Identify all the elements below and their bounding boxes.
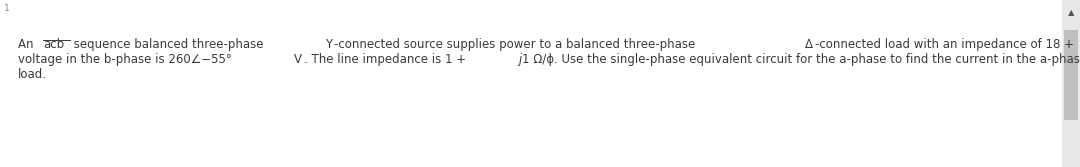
- Text: sequence balanced three-phase: sequence balanced three-phase: [70, 38, 268, 51]
- Text: acb: acb: [43, 38, 64, 51]
- Bar: [1064, 30, 1078, 120]
- Text: 1 Ω/ϕ. Use the single-phase equivalent circuit for the a-phase to find the curre: 1 Ω/ϕ. Use the single-phase equivalent c…: [523, 53, 1080, 66]
- Text: Δ: Δ: [805, 38, 813, 51]
- Text: An: An: [18, 38, 37, 51]
- Text: Y: Y: [325, 38, 332, 51]
- Text: -connected source supplies power to a balanced three-phase: -connected source supplies power to a ba…: [334, 38, 699, 51]
- Text: 1: 1: [4, 4, 10, 13]
- Bar: [1062, 0, 1080, 167]
- Text: ▲: ▲: [1068, 8, 1075, 17]
- Text: voltage in the b-phase is 260∠−55°: voltage in the b-phase is 260∠−55°: [18, 53, 232, 66]
- Text: V: V: [294, 53, 301, 66]
- Text: j: j: [518, 53, 522, 66]
- Text: load.: load.: [18, 68, 48, 81]
- Text: -connected load with an impedance of 18 +: -connected load with an impedance of 18 …: [815, 38, 1078, 51]
- Text: . The line impedance is 1 +: . The line impedance is 1 +: [305, 53, 470, 66]
